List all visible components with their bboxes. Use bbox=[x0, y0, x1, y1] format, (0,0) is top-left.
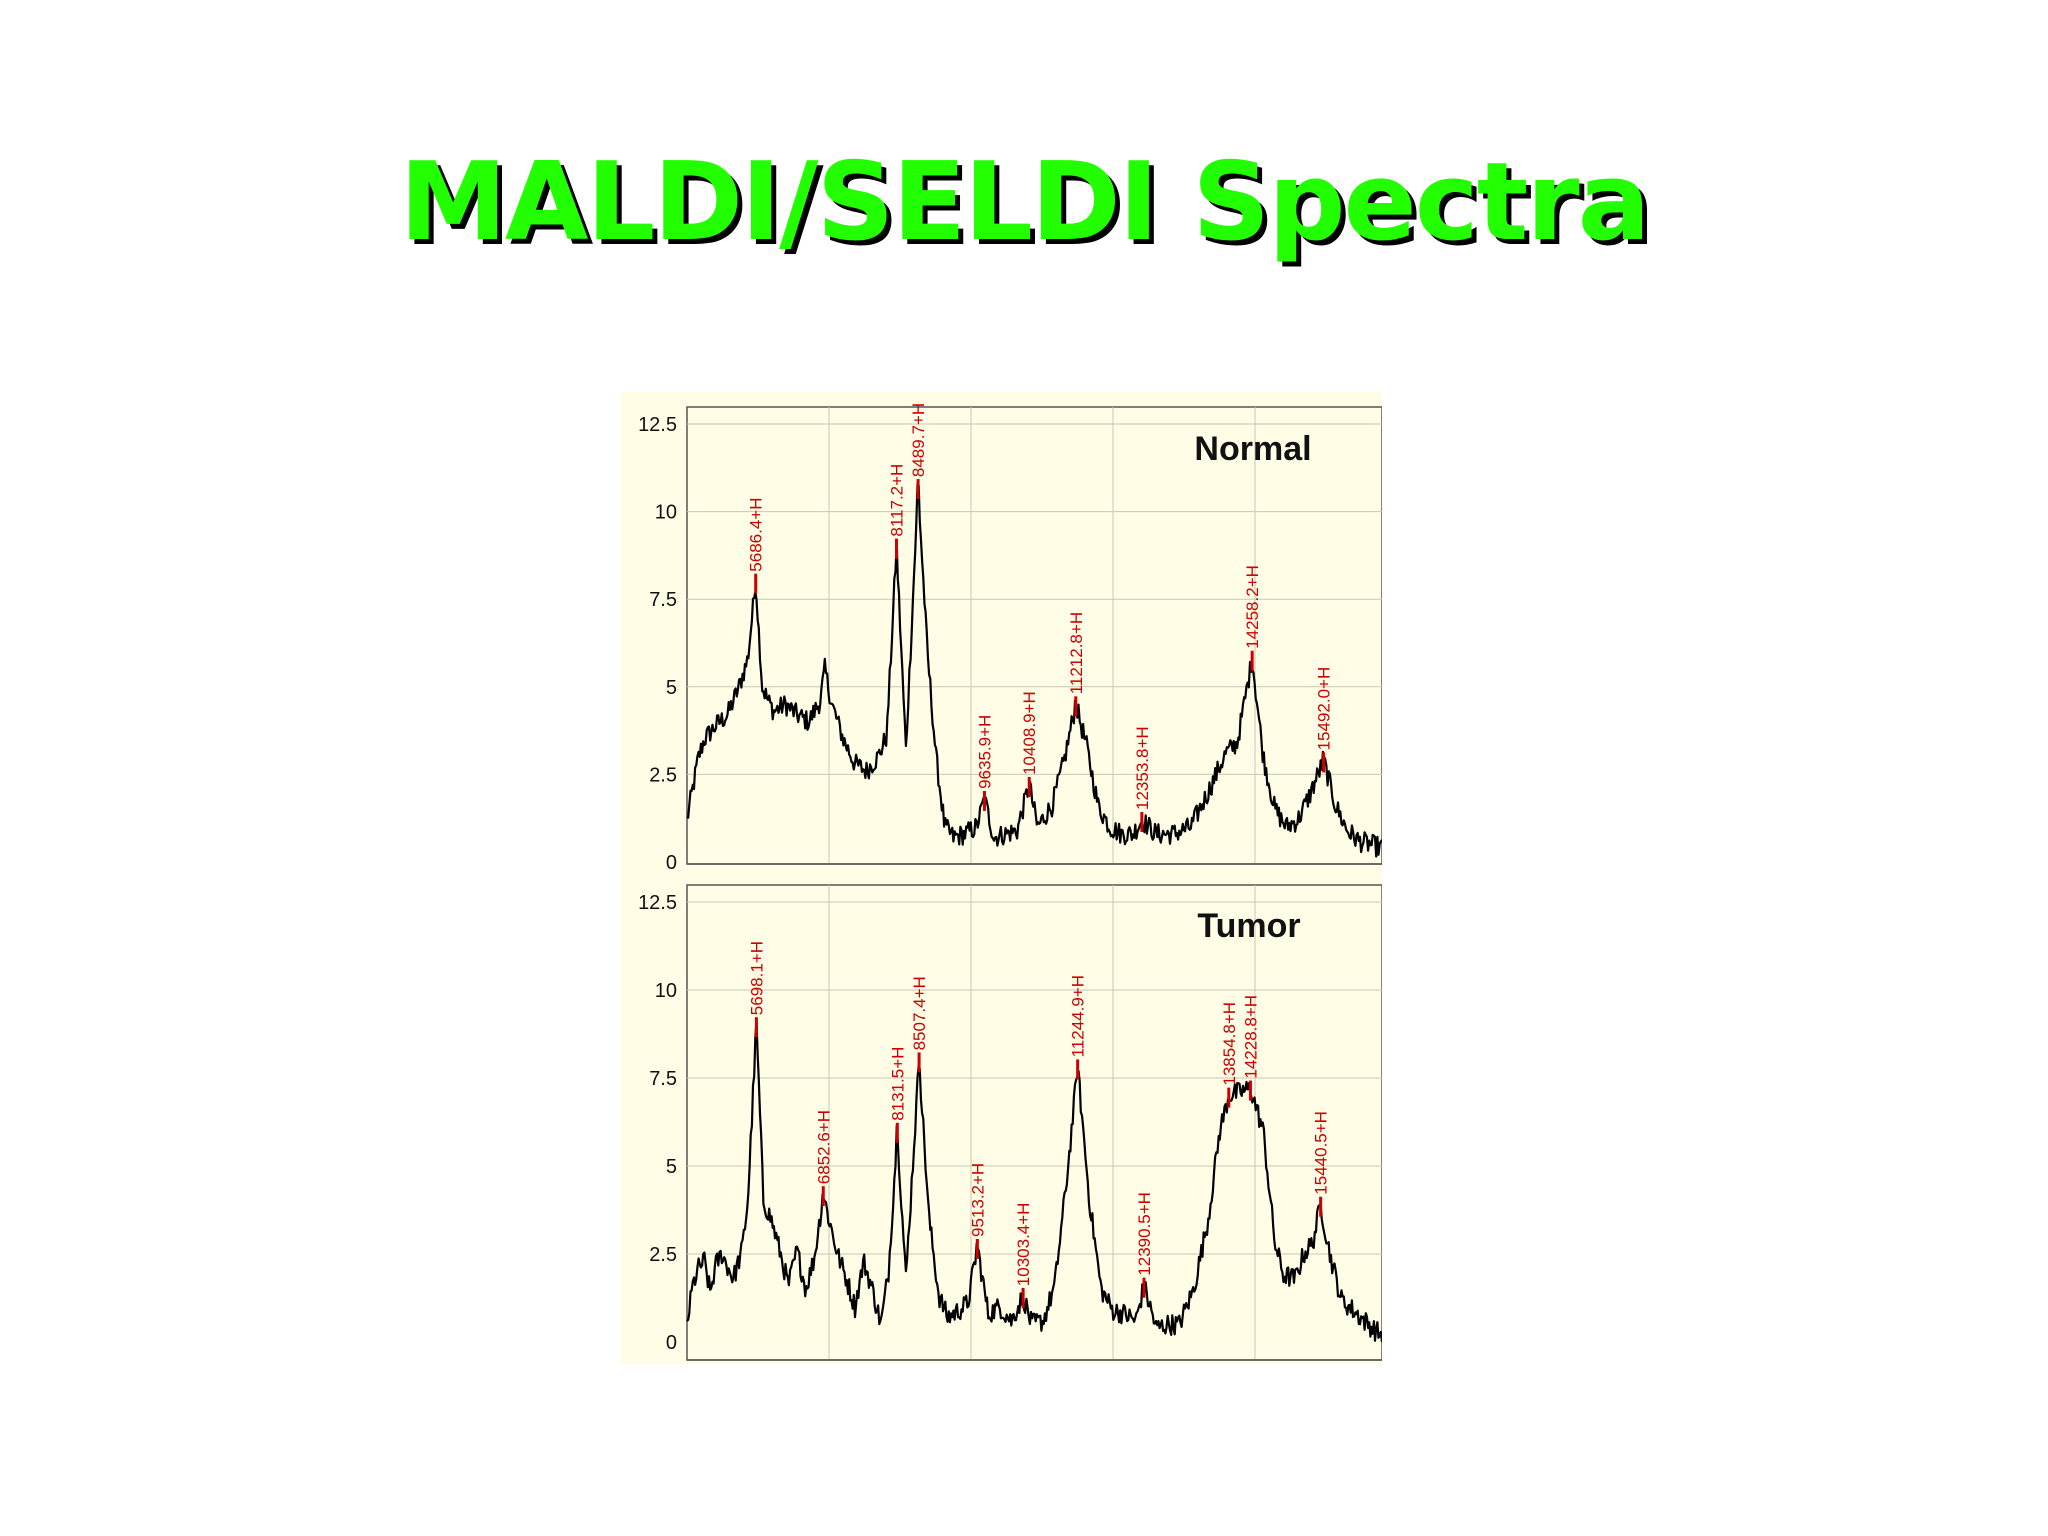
peak-label: 9513.2+H bbox=[968, 1163, 987, 1237]
peak-label: 11244.9+H bbox=[1069, 975, 1088, 1057]
peak-label: 11212.8+H bbox=[1067, 612, 1086, 694]
plot-frame-tumor bbox=[686, 884, 1382, 1361]
peak-label: 15440.5+H bbox=[1312, 1111, 1331, 1195]
y-tick-label: 10 bbox=[655, 980, 677, 1002]
spectrum-line-tumor bbox=[686, 1019, 1382, 1343]
y-tick-label: 5 bbox=[666, 677, 677, 699]
y-tick-label: 7.5 bbox=[649, 589, 677, 611]
y-tick-label: 2.5 bbox=[649, 764, 677, 786]
peak-label: 8507.4+H bbox=[910, 976, 929, 1050]
peak-label: 10408.9+H bbox=[1020, 691, 1039, 775]
panel-title-normal: Normal bbox=[1194, 430, 1311, 468]
peak-label: 12353.8+H bbox=[1133, 726, 1152, 810]
y-tick-label: 0 bbox=[666, 1332, 677, 1354]
spectrum-line-normal bbox=[686, 483, 1382, 858]
peak-label: 8489.7+H bbox=[909, 403, 928, 477]
y-tick-label: 10 bbox=[655, 502, 677, 524]
peak-label: 10303.4+H bbox=[1014, 1203, 1033, 1287]
y-tick-label: 12.5 bbox=[638, 414, 677, 436]
peak-label: 8131.5+H bbox=[888, 1047, 907, 1121]
peak-label: 13854.8+H bbox=[1220, 1002, 1239, 1086]
y-tick-label: 2.5 bbox=[649, 1244, 677, 1266]
peak-label: 5698.1+H bbox=[747, 941, 766, 1015]
peak-label: 14228.8+H bbox=[1242, 995, 1261, 1079]
y-tick-label: 0 bbox=[666, 852, 677, 874]
spectra-figure: 0 2.5 5 7.5 10 12.5 5686.4+H 8117.2+H 8489.7+H 96… bbox=[621, 392, 1382, 1364]
peak-label: 15492.0+H bbox=[1315, 667, 1334, 751]
peak-label: 8117.2+H bbox=[888, 464, 907, 537]
plot-frame-normal bbox=[686, 406, 1382, 865]
slide-title: MALDI/SELDI Spectra bbox=[399, 140, 1650, 265]
peak-label: 5686.4+H bbox=[747, 497, 766, 571]
panel-title-tumor: Tumor bbox=[1197, 907, 1300, 945]
peak-label: 14258.2+H bbox=[1243, 565, 1262, 649]
peak-label: 9635.9+H bbox=[976, 715, 995, 789]
peak-label: 12390.5+H bbox=[1135, 1192, 1154, 1276]
y-tick-label: 5 bbox=[666, 1156, 677, 1178]
peak-label: 6852.6+H bbox=[814, 1110, 833, 1184]
y-tick-label: 12.5 bbox=[638, 892, 677, 914]
y-tick-label: 7.5 bbox=[649, 1068, 677, 1090]
